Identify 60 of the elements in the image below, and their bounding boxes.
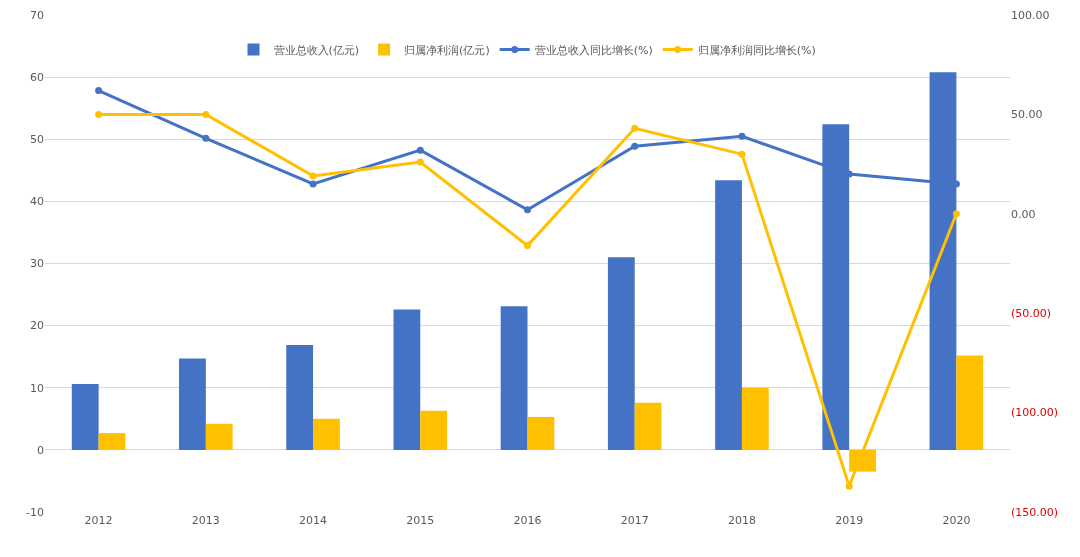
x-tick-label: 2014 — [299, 514, 328, 527]
y2-tick-label: (150.00) — [1011, 505, 1059, 519]
bar — [500, 306, 528, 450]
point — [631, 124, 639, 132]
y2-tick-label: 50.00 — [1011, 108, 1043, 122]
y2-tick-label: (50.00) — [1011, 307, 1052, 321]
bar — [179, 358, 206, 450]
point — [524, 206, 531, 214]
bar — [607, 257, 635, 450]
y-tick-label: 20 — [30, 319, 44, 333]
y2-tick-label: 0.00 — [1011, 207, 1036, 221]
bar — [420, 410, 448, 450]
x-tick-label: 2018 — [727, 514, 756, 527]
point — [631, 142, 639, 150]
bar — [527, 416, 555, 450]
point — [95, 110, 103, 118]
y-tick-label: 60 — [30, 70, 44, 84]
legend-label: 营业总收入(亿元) — [273, 43, 360, 57]
x-tick-label: 2015 — [406, 514, 435, 527]
point — [309, 172, 317, 180]
bar — [715, 180, 742, 450]
y-tick-label: 0 — [37, 443, 44, 457]
bar — [741, 387, 769, 450]
y2-tick-label: (100.00) — [1011, 406, 1059, 420]
y-tick-label: 40 — [30, 195, 44, 209]
x-tick-label: 2020 — [942, 514, 971, 527]
x-tick-label: 2016 — [513, 514, 542, 527]
y-tick-label: 30 — [30, 257, 44, 271]
x-tick-label: 2013 — [191, 514, 220, 527]
y-tick-label: 10 — [30, 381, 44, 395]
y2-tick-label: 100.00 — [1011, 8, 1050, 22]
legend-label: 归属净利润(亿元) — [404, 43, 490, 57]
x-tick-label: 2017 — [620, 514, 649, 527]
point — [202, 110, 210, 118]
bar — [313, 418, 340, 450]
x-tick-label: 2019 — [835, 514, 864, 527]
point — [416, 158, 424, 166]
bar — [205, 423, 233, 450]
point — [952, 210, 960, 218]
point — [738, 150, 746, 158]
point — [309, 180, 317, 188]
y-tick-label: 50 — [30, 133, 44, 147]
x-tick-label: 2012 — [84, 514, 113, 527]
bar — [849, 449, 876, 472]
bar — [98, 433, 126, 450]
bar — [71, 384, 99, 450]
y-tick-label: 70 — [30, 8, 44, 22]
point — [738, 132, 746, 140]
bar — [634, 402, 662, 450]
y-tick-label: -10 — [26, 505, 44, 519]
legend-label: 营业总收入同比增长(%) — [534, 43, 653, 57]
point — [95, 87, 103, 95]
bar — [286, 344, 314, 450]
bar — [956, 355, 984, 450]
point — [524, 242, 531, 250]
bar — [393, 309, 421, 450]
legend-label: 归属净利润同比增长(%) — [697, 43, 816, 57]
point — [416, 146, 424, 154]
point — [845, 482, 853, 490]
point — [202, 134, 210, 142]
